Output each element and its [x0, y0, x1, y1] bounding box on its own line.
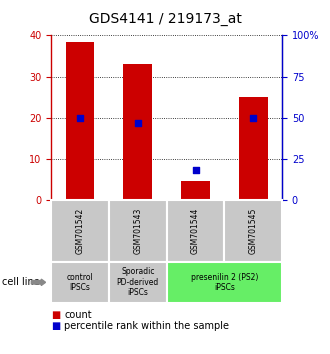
- Text: control
IPSCs: control IPSCs: [67, 273, 93, 292]
- Text: GSM701545: GSM701545: [249, 208, 258, 254]
- Text: GSM701544: GSM701544: [191, 208, 200, 254]
- Point: [251, 115, 256, 120]
- Text: cell line: cell line: [2, 277, 39, 287]
- Text: GSM701542: GSM701542: [76, 208, 84, 254]
- Bar: [239, 97, 268, 200]
- Bar: [123, 64, 152, 200]
- Text: percentile rank within the sample: percentile rank within the sample: [64, 321, 229, 331]
- Point: [77, 115, 82, 120]
- Text: GDS4141 / 219173_at: GDS4141 / 219173_at: [88, 12, 242, 27]
- Text: ■: ■: [51, 310, 60, 320]
- Text: Sporadic
PD-derived
iPSCs: Sporadic PD-derived iPSCs: [116, 267, 159, 297]
- Text: count: count: [64, 310, 92, 320]
- Bar: [181, 182, 210, 200]
- Text: presenilin 2 (PS2)
iPSCs: presenilin 2 (PS2) iPSCs: [191, 273, 258, 292]
- Point: [193, 167, 198, 173]
- Point: [135, 120, 140, 125]
- Bar: [66, 41, 94, 200]
- Text: ■: ■: [51, 321, 60, 331]
- Text: GSM701543: GSM701543: [133, 208, 142, 254]
